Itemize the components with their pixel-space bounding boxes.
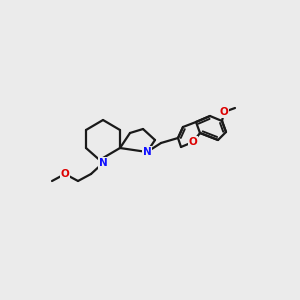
Text: N: N	[99, 158, 107, 168]
Text: O: O	[220, 107, 228, 117]
Text: O: O	[61, 169, 69, 179]
Text: N: N	[142, 147, 152, 157]
Text: O: O	[189, 137, 197, 147]
